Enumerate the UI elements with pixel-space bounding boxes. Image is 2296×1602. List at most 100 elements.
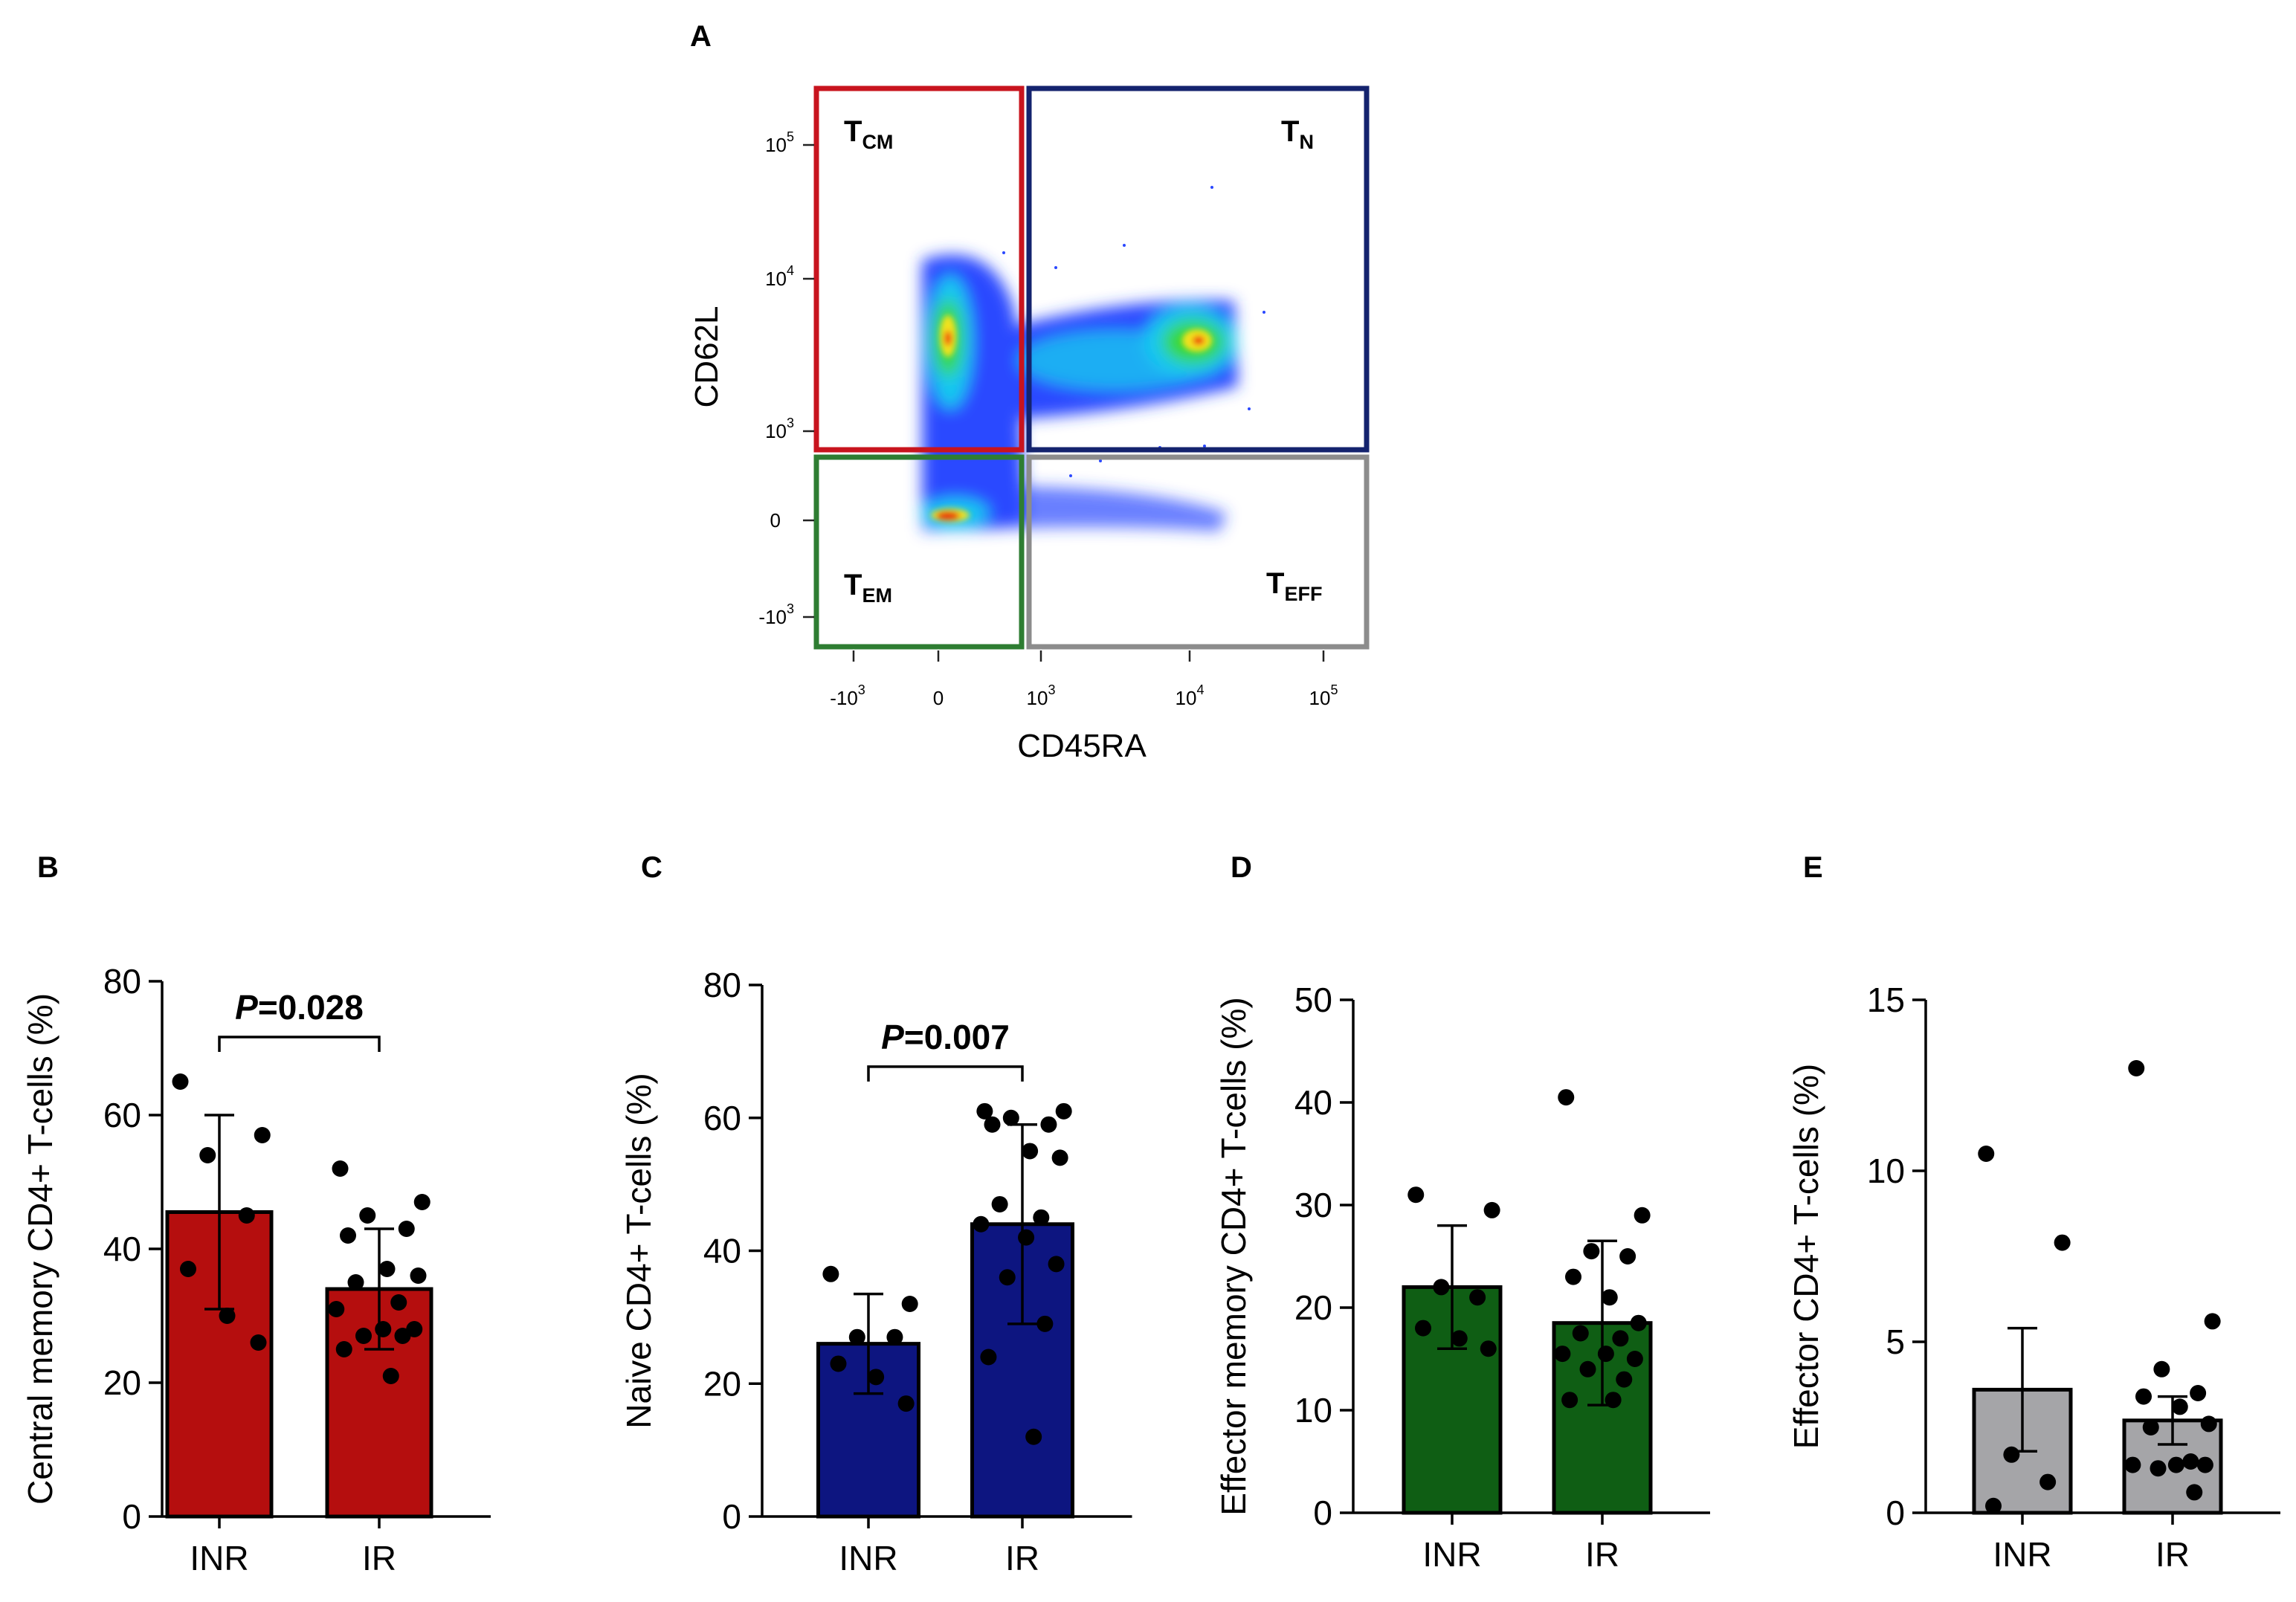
data-point (254, 1127, 271, 1143)
flow-x-tick-label: 105 (1309, 682, 1338, 709)
data-point (1572, 1325, 1589, 1342)
panel-letter: C (641, 851, 662, 884)
gate-label-tem: TEM (844, 569, 892, 607)
data-point (980, 1349, 997, 1366)
gate-label-tcm: TCM (844, 115, 893, 153)
density-right-red (1193, 336, 1205, 345)
sparse-event (1248, 407, 1251, 410)
flow-x-tick-label: 104 (1176, 682, 1205, 709)
data-point (398, 1221, 415, 1237)
data-point (886, 1328, 903, 1346)
gate-tcm (813, 85, 1025, 453)
data-point (2196, 1456, 2213, 1473)
data-point (413, 1194, 430, 1210)
data-point (1483, 1201, 1500, 1218)
data-point (2142, 1419, 2159, 1435)
flow-y-tick-labels: 105 104 103 0 -103 (758, 129, 794, 628)
y-tick-label: 0 (1313, 1493, 1332, 1532)
x-tick-label: INR (1993, 1535, 2051, 1574)
sparse-event (1002, 251, 1005, 254)
data-point (897, 1395, 915, 1412)
gate-label-tn: TN (1281, 115, 1314, 153)
data-point (394, 1328, 411, 1344)
data-point (382, 1368, 399, 1384)
data-point (1579, 1360, 1596, 1377)
data-point (347, 1274, 364, 1291)
data-point (1415, 1320, 1431, 1337)
data-point (973, 1215, 990, 1233)
significance-bracket (218, 1036, 381, 1052)
panel-a-letter: A (690, 20, 712, 53)
density-bottom-red (936, 511, 960, 520)
significance-bracket (867, 1065, 1024, 1082)
data-point (2135, 1388, 2152, 1405)
data-point (976, 1102, 993, 1120)
y-tick-label: 15 (1867, 981, 1905, 1019)
data-point (2054, 1234, 2071, 1251)
flow-density (922, 186, 1265, 532)
x-tick-label: INR (190, 1539, 248, 1577)
x-tick-label: INR (839, 1539, 897, 1577)
data-point (1597, 1346, 1614, 1363)
data-point (2167, 1456, 2184, 1473)
data-point (2128, 1060, 2145, 1076)
flow-y-tick-label: 103 (765, 416, 794, 442)
y-tick-label: 20 (1294, 1288, 1332, 1327)
data-point (1469, 1289, 1486, 1306)
data-point (375, 1321, 392, 1337)
data-point (999, 1269, 1016, 1286)
data-point (2153, 1360, 2170, 1377)
x-tick-label: IR (362, 1539, 396, 1577)
data-point (410, 1267, 427, 1284)
data-point (1025, 1428, 1042, 1445)
data-point (332, 1160, 349, 1177)
sparse-event (1203, 445, 1206, 448)
panel-e: E Effector CD4+ T-cells (%) 0 5 10 15 INR IR (1787, 851, 2280, 1574)
flow-x-tick-label: 0 (933, 687, 944, 709)
flow-x-ticks (852, 650, 1325, 662)
panel-letter: B (37, 851, 59, 884)
data-point (180, 1261, 196, 1277)
data-point (2039, 1473, 2057, 1490)
x-tick-label: INR (1422, 1535, 1481, 1574)
data-point (172, 1073, 189, 1090)
data-point (991, 1195, 1008, 1212)
data-point (1018, 1229, 1035, 1246)
data-point (2182, 1453, 2199, 1470)
data-point (2204, 1313, 2221, 1330)
gates (813, 85, 1370, 650)
data-point (1036, 1315, 1054, 1332)
y-tick-label: 20 (103, 1363, 141, 1402)
data-point (1051, 1149, 1068, 1166)
data-point (2171, 1398, 2188, 1415)
density-bottom-band (922, 485, 1227, 532)
data-point (1583, 1243, 1600, 1260)
data-point (1480, 1340, 1497, 1357)
x-tick-label: IR (1005, 1539, 1039, 1577)
data-point (1630, 1314, 1647, 1331)
gate-label-teff: TEFF (1266, 567, 1322, 605)
flow-x-tick-label: -103 (830, 682, 865, 709)
data-point (238, 1207, 255, 1224)
x-tick-label: IR (2155, 1535, 2190, 1574)
panel-a: A (689, 20, 1370, 764)
data-point (1022, 1143, 1039, 1160)
panel-letter: E (1803, 851, 1823, 884)
data-point (1554, 1346, 1571, 1363)
data-point (830, 1355, 847, 1372)
sparse-event (1210, 186, 1213, 189)
data-point (2124, 1456, 2141, 1473)
data-point (2186, 1484, 2203, 1501)
data-point (1002, 1109, 1019, 1126)
data-point (2200, 1415, 2217, 1433)
y-tick-label: 10 (1867, 1152, 1905, 1190)
y-axis-label: Effector memory CD4+ T-cells (%) (1214, 997, 1253, 1515)
flow-y-tick-label: 0 (770, 509, 781, 532)
data-point (1985, 1497, 2002, 1514)
density-left-red (944, 331, 952, 346)
flow-x-axis-label: CD45RA (1017, 728, 1147, 764)
data-point (1407, 1186, 1425, 1204)
x-tick-label: IR (1585, 1535, 1619, 1574)
y-tick-label: 80 (703, 966, 741, 1004)
